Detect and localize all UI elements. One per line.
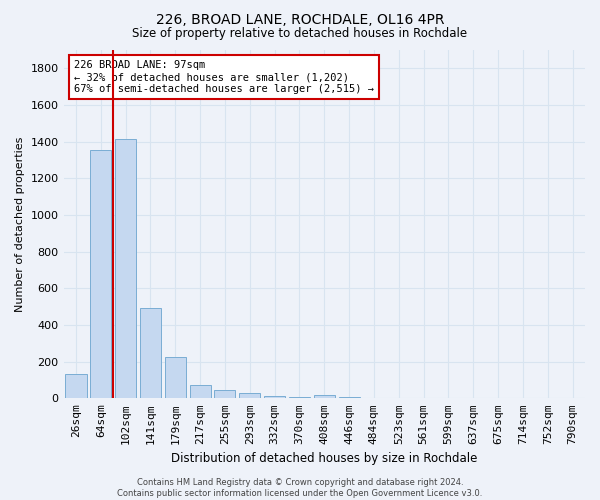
Text: 226 BROAD LANE: 97sqm
← 32% of detached houses are smaller (1,202)
67% of semi-d: 226 BROAD LANE: 97sqm ← 32% of detached … — [74, 60, 374, 94]
Bar — [239, 393, 260, 398]
Bar — [264, 396, 285, 398]
Bar — [190, 384, 211, 398]
Bar — [165, 357, 186, 399]
Y-axis label: Number of detached properties: Number of detached properties — [15, 136, 25, 312]
Bar — [90, 150, 112, 398]
X-axis label: Distribution of detached houses by size in Rochdale: Distribution of detached houses by size … — [171, 452, 478, 465]
Bar — [65, 374, 86, 398]
Text: Contains HM Land Registry data © Crown copyright and database right 2024.
Contai: Contains HM Land Registry data © Crown c… — [118, 478, 482, 498]
Bar — [214, 390, 235, 398]
Bar — [115, 139, 136, 398]
Text: Size of property relative to detached houses in Rochdale: Size of property relative to detached ho… — [133, 28, 467, 40]
Bar — [140, 308, 161, 398]
Bar — [314, 394, 335, 398]
Text: 226, BROAD LANE, ROCHDALE, OL16 4PR: 226, BROAD LANE, ROCHDALE, OL16 4PR — [156, 12, 444, 26]
